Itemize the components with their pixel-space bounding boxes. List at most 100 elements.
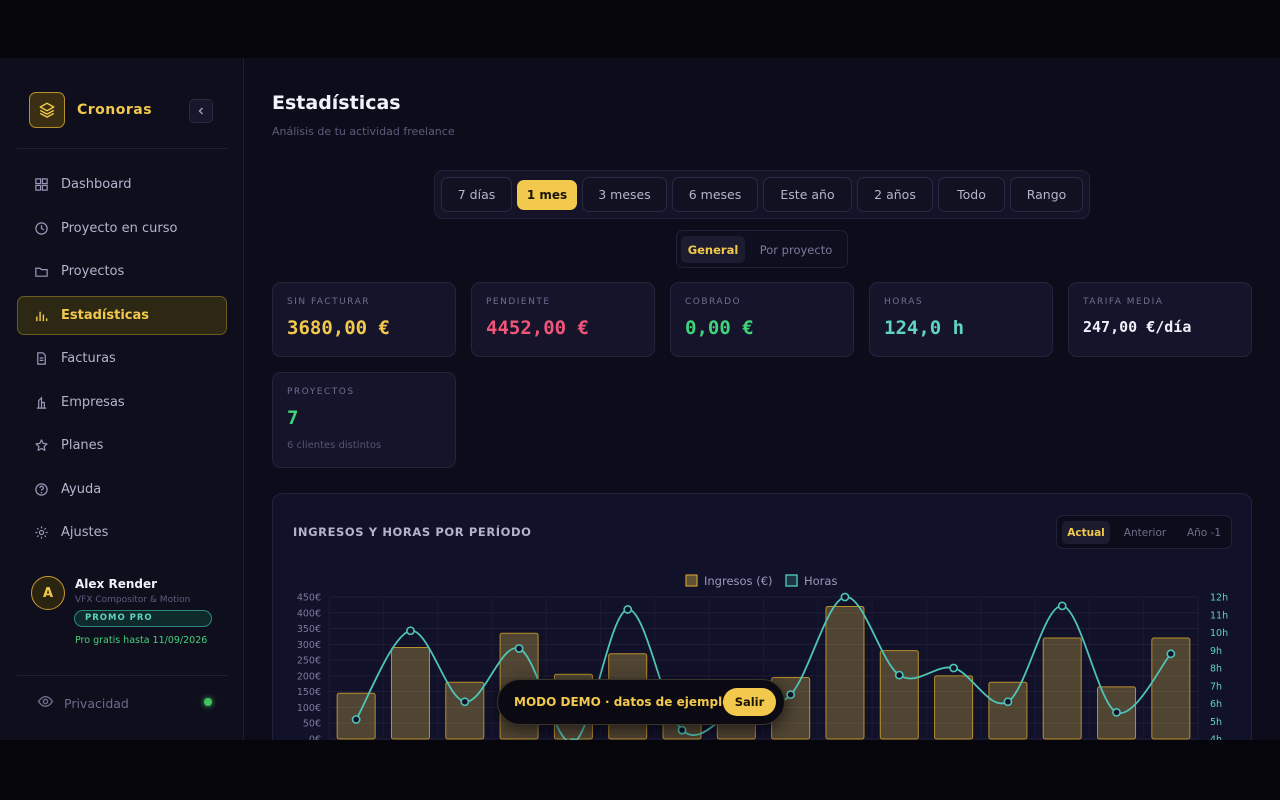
range-6-months-button[interactable]: 6 meses <box>672 177 758 212</box>
app-window: Cronoras Dashboard Proyecto en curso <box>0 58 1280 740</box>
sidebar-item-label: Dashboard <box>61 177 132 192</box>
card-value: 3680,00 € <box>287 317 390 339</box>
sidebar-item-ayuda[interactable]: Ayuda <box>17 470 227 509</box>
layers-icon <box>29 92 65 128</box>
hours-point <box>406 626 415 636</box>
promo-until: Pro gratis hasta 11/09/2026 <box>75 635 208 646</box>
sidebar-item-planes[interactable]: Planes <box>17 426 227 465</box>
hours-point <box>1166 649 1176 659</box>
y2-tick-label: 4h <box>1210 735 1222 741</box>
sidebar-item-facturas[interactable]: Facturas <box>17 339 227 378</box>
range-1-month-button[interactable]: 1 mes <box>517 180 577 210</box>
sidebar-item-dashboard[interactable]: Dashboard <box>17 165 227 204</box>
range-7-days-button[interactable]: 7 días <box>441 177 512 212</box>
stat-card-tarifa-media: TARIFA MEDIA 247,00 €/día <box>1068 282 1252 357</box>
y2-tick-label: 8h <box>1210 664 1222 675</box>
range-3-months-button[interactable]: 3 meses <box>582 177 667 212</box>
building-icon <box>33 394 49 410</box>
sidebar-divider <box>17 148 227 149</box>
sidebar-item-label: Proyecto en curso <box>61 220 178 236</box>
card-label: TARIFA MEDIA <box>1083 297 1164 307</box>
tab-general[interactable]: General <box>681 236 745 263</box>
stat-card-cobrado: COBRADO 0,00 € <box>670 282 854 357</box>
page-title: Estadísticas <box>272 92 401 114</box>
bar <box>1042 637 1082 740</box>
hours-point <box>949 663 958 673</box>
y-tick-label: 450€ <box>297 593 321 604</box>
stat-card-pendiente: PENDIENTE 4452,00 € <box>471 282 655 357</box>
y-tick-label: 50€ <box>303 719 321 730</box>
exit-demo-button[interactable]: Salir <box>723 688 776 716</box>
y-tick-label: 150€ <box>297 687 321 698</box>
bottom-bar <box>0 740 1280 800</box>
star-icon <box>33 438 49 454</box>
legend-label-horas: Horas <box>804 574 837 588</box>
brand[interactable]: Cronoras <box>29 92 152 128</box>
card-label: PROYECTOS <box>287 387 355 397</box>
y2-tick-label: 5h <box>1210 717 1222 728</box>
sidebar-item-estadisticas[interactable]: Estadísticas <box>17 295 227 335</box>
sidebar-item-ajustes[interactable]: Ajustes <box>17 513 227 552</box>
card-label: SIN FACTURAR <box>287 297 370 307</box>
tab-ano-menos-1[interactable]: Año -1 <box>1186 526 1222 539</box>
card-value: 4452,00 € <box>486 317 589 339</box>
hours-point <box>460 697 470 707</box>
sidebar-item-empresas[interactable]: Empresas <box>17 383 227 422</box>
legend-label-ingresos: Ingresos (€) <box>704 574 773 588</box>
card-value: 7 <box>287 407 299 429</box>
privacy-status-dot <box>204 698 212 706</box>
sidebar-item-label: Ajustes <box>61 525 109 540</box>
y2-tick-label: 10h <box>1210 628 1228 639</box>
privacy-toggle[interactable]: Privacidad <box>37 693 129 714</box>
card-value: 247,00 €/día <box>1083 318 1192 336</box>
main-content: Estadísticas Análisis de tu actividad fr… <box>244 58 1280 740</box>
help-icon <box>33 481 49 497</box>
y-tick-label: 200€ <box>297 671 321 682</box>
view-tabs: General Por proyecto <box>676 230 848 268</box>
sidebar-item-proyectos[interactable]: Proyectos <box>17 252 227 291</box>
card-value: 124,0 h <box>884 317 965 339</box>
folder-icon <box>33 264 49 280</box>
bar <box>445 681 485 740</box>
card-value: 0,00 € <box>685 317 754 339</box>
grid-icon <box>33 177 49 193</box>
range-this-year-button[interactable]: Este año <box>763 177 852 212</box>
sidebar-item-label: Estadísticas <box>61 307 149 323</box>
avatar: A <box>31 576 65 610</box>
sidebar-item-label: Facturas <box>61 351 116 366</box>
collapse-sidebar-button[interactable] <box>189 99 213 123</box>
tab-por-proyecto[interactable]: Por proyecto <box>759 242 833 257</box>
privacy-label: Privacidad <box>64 696 129 711</box>
stat-card-proyectos: PROYECTOS 7 6 clientes distintos <box>272 372 456 468</box>
y2-tick-label: 9h <box>1210 646 1222 657</box>
eye-icon <box>37 693 54 714</box>
hours-point <box>677 725 687 735</box>
sidebar-item-label: Empresas <box>61 394 125 410</box>
tab-actual[interactable]: Actual <box>1062 521 1110 544</box>
legend-swatch-ingresos <box>685 574 698 587</box>
brand-name: Cronoras <box>77 102 153 118</box>
bar <box>879 650 919 740</box>
range-custom-button[interactable]: Rango <box>1010 177 1083 212</box>
card-label: HORAS <box>884 297 924 307</box>
legend-swatch-horas <box>785 574 798 587</box>
sidebar-item-proyecto-en-curso[interactable]: Proyecto en curso <box>17 209 227 248</box>
y2-tick-label: 6h <box>1210 699 1222 710</box>
hours-point <box>840 592 850 602</box>
range-2-years-button[interactable]: 2 años <box>857 177 933 212</box>
clock-icon <box>33 220 49 236</box>
y-tick-label: 350€ <box>297 624 321 635</box>
range-all-button[interactable]: Todo <box>938 177 1005 212</box>
bar <box>988 681 1028 740</box>
y-tick-label: 250€ <box>297 656 321 667</box>
y-tick-label: 400€ <box>297 608 321 619</box>
sidebar-item-label: Proyectos <box>61 264 125 279</box>
sidebar: Cronoras Dashboard Proyecto en curso <box>0 58 244 740</box>
bar <box>934 675 974 740</box>
sidebar-divider <box>17 675 227 676</box>
tab-anterior[interactable]: Anterior <box>1123 526 1167 539</box>
stat-card-horas: HORAS 124,0 h <box>869 282 1053 357</box>
invoice-icon <box>33 351 49 367</box>
user-role: VFX Compositor & Motion <box>75 595 191 605</box>
card-label: PENDIENTE <box>486 297 551 307</box>
